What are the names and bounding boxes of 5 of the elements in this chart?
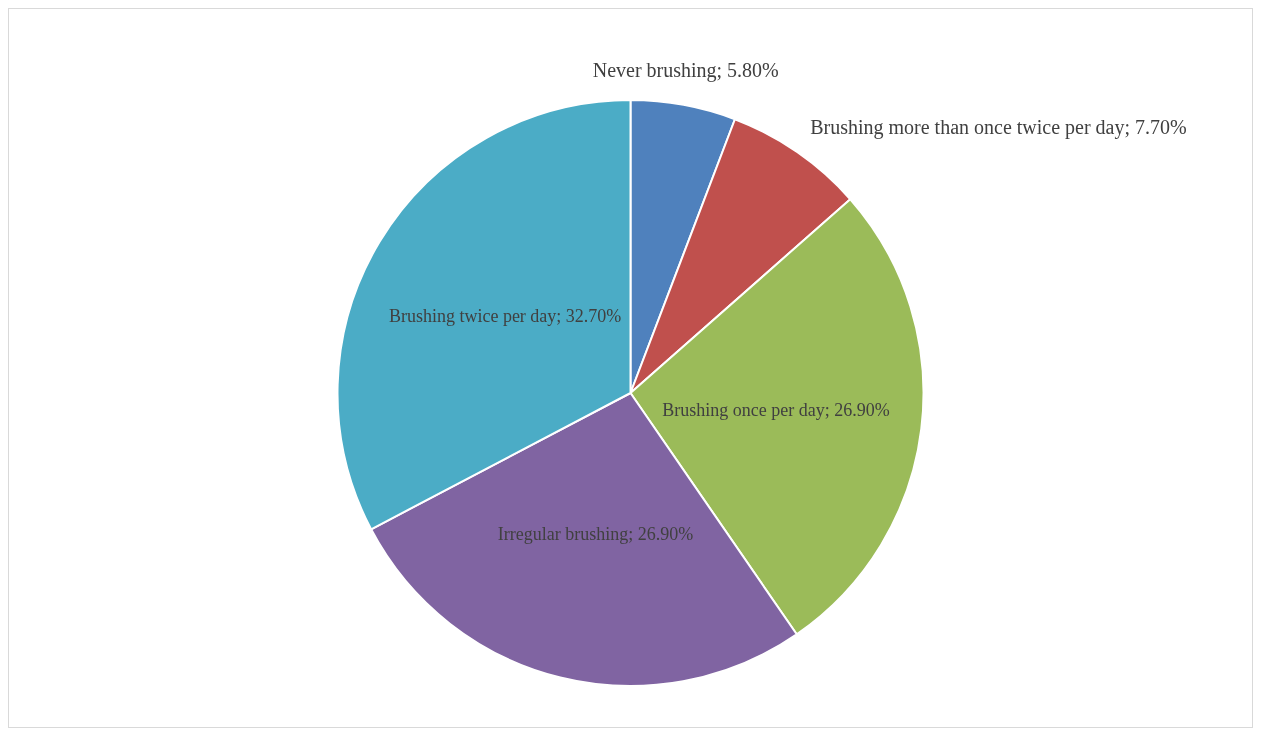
slice-label: Brushing twice per day; 32.70% (388, 305, 622, 326)
slice-label: Brushing once per day; 26.90% (662, 399, 890, 420)
slice-label: Brushing more than once twice per day; 7.70% (810, 115, 1187, 139)
slice-label: Irregular brushing; 26.90% (497, 523, 694, 544)
slice-label: Never brushing; 5.80% (592, 58, 779, 82)
